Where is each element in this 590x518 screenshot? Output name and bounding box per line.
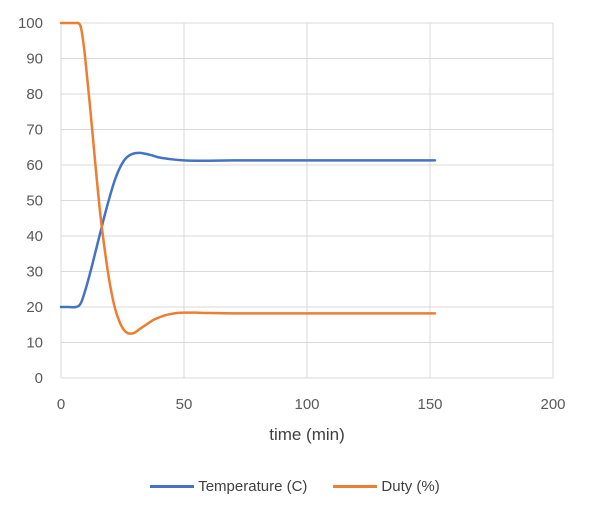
legend: Temperature (C) Duty (%) [0,478,590,495]
y-tick-label: 20 [26,299,43,316]
x-axis-title: time (min) [269,425,345,444]
y-tick-label: 0 [35,370,43,387]
x-tick-label: 100 [294,396,319,413]
y-tick-label: 80 [26,86,43,103]
y-tick-label: 40 [26,228,43,245]
series-lines [59,21,437,335]
legend-item-duty: Duty (%) [333,478,440,495]
x-tick-label: 50 [176,396,193,413]
legend-swatch-duty [333,485,378,488]
y-tick-label: 90 [26,51,43,68]
x-axis-tick-labels: 0 50 100 150 200 [57,396,566,413]
y-tick-label: 30 [26,264,43,281]
y-tick-label: 10 [26,335,43,352]
grid-lines [60,22,554,379]
y-axis-tick-labels: 0 10 20 30 40 50 60 70 80 90 100 [18,15,43,387]
y-tick-label: 70 [26,122,43,139]
y-tick-label: 60 [26,157,43,174]
y-tick-label: 50 [26,193,43,210]
series-line-duty [59,21,437,335]
x-tick-label: 0 [57,396,65,413]
y-tick-label: 100 [18,15,43,32]
x-tick-label: 200 [540,396,565,413]
legend-item-temperature: Temperature (C) [150,478,307,495]
x-tick-label: 150 [417,396,442,413]
legend-label-duty: Duty (%) [381,478,440,495]
legend-label-temperature: Temperature (C) [198,478,308,495]
legend-swatch-temperature [150,485,195,488]
series-line-temperature [59,151,437,309]
